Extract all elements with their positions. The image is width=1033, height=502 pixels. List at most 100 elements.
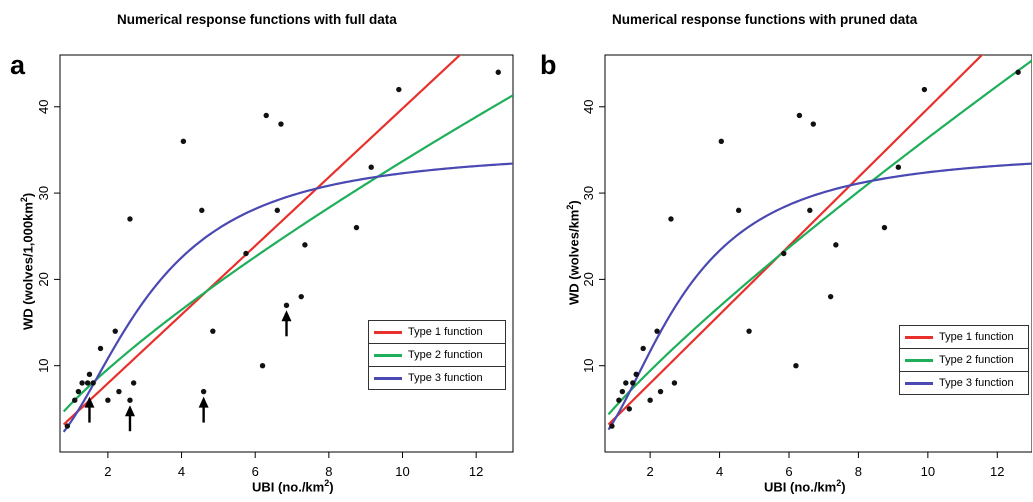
data-point — [668, 216, 674, 222]
panel-label: b — [540, 50, 557, 80]
data-point — [833, 242, 839, 248]
chart-title: Numerical response functions with pruned… — [612, 12, 918, 27]
data-point — [746, 328, 752, 334]
data-point — [1015, 69, 1021, 75]
arrow-marker — [124, 405, 135, 432]
data-point — [793, 362, 799, 369]
legend-swatch-type1 — [374, 330, 402, 334]
data-point — [274, 207, 280, 214]
series-line-type3 — [62, 162, 513, 433]
data-point — [200, 388, 207, 395]
data-point — [827, 293, 834, 300]
x-tick-label: 8 — [325, 464, 332, 479]
data-point — [616, 397, 622, 403]
legend-swatch-type3 — [374, 376, 402, 380]
data-point — [626, 406, 633, 412]
series-line-type2 — [62, 94, 513, 413]
arrow-marker — [281, 310, 292, 337]
data-point — [278, 121, 284, 127]
plot-area: 2 4 6 8 10 12 10 20 30 40 — [581, 54, 1032, 479]
legend-item-type3: Type 3 function — [369, 367, 505, 389]
plot-area: 2 4 6 8 10 12 10 20 30 40 — [36, 54, 514, 479]
data-point — [105, 397, 111, 403]
x-axis-label: UBI (no./km2) — [252, 478, 334, 495]
data-point — [495, 69, 501, 75]
legend-item-type2: Type 2 function — [369, 344, 505, 367]
x-axis-label: UBI (no./km2) — [764, 478, 846, 495]
data-point — [180, 138, 187, 145]
data-point — [72, 397, 78, 403]
arrow-marker — [84, 396, 95, 423]
data-point — [630, 380, 636, 386]
legend-item-type2: Type 2 function — [900, 349, 1028, 372]
data-point — [353, 224, 360, 231]
data-point — [79, 380, 85, 386]
x-tick-label: 12 — [469, 464, 483, 479]
curves — [607, 55, 1032, 431]
y-tick-label: 30 — [36, 186, 51, 200]
data-point — [112, 328, 118, 334]
data-point — [210, 328, 216, 334]
y-tick-label: 20 — [581, 272, 596, 286]
x-tick-label: 6 — [785, 464, 792, 479]
data-point — [97, 345, 104, 352]
series-line-type3 — [607, 162, 1032, 431]
data-point — [243, 250, 249, 257]
y-tick-label: 20 — [36, 272, 51, 286]
data-point — [298, 293, 304, 300]
y-tick-label: 10 — [581, 358, 596, 372]
data-point — [396, 86, 402, 93]
data-point — [84, 380, 91, 386]
data-point — [302, 242, 308, 248]
legend-swatch-type2 — [374, 353, 402, 357]
data-point — [895, 164, 902, 170]
legend-item-type1: Type 1 function — [900, 326, 1028, 349]
x-tick-label: 6 — [252, 464, 259, 479]
y-tick-label: 40 — [36, 100, 51, 114]
data-point — [657, 388, 664, 395]
legend-swatch-type2 — [905, 358, 933, 362]
data-point — [199, 207, 205, 214]
curves — [62, 55, 513, 433]
data-point — [90, 380, 96, 386]
x-tick-label: 10 — [921, 464, 935, 479]
y-axis-label: WD (wolves/1,000km2) — [19, 192, 36, 330]
x-tick-label: 4 — [178, 464, 185, 479]
x-tick-label: 8 — [855, 464, 862, 479]
chart-title: Numerical response functions with full d… — [117, 12, 397, 27]
series-line-type1 — [607, 55, 984, 426]
legend-item-type3: Type 3 function — [900, 372, 1028, 394]
data-point — [623, 380, 629, 386]
data-point — [283, 302, 290, 308]
legend: Type 1 function Type 2 function Type 3 f… — [368, 320, 506, 390]
data-point — [640, 345, 646, 352]
data-point — [735, 207, 742, 214]
x-tick-label: 12 — [990, 464, 1004, 479]
x-tick-label: 2 — [647, 464, 654, 479]
x-tick-label: 10 — [395, 464, 409, 479]
data-point — [130, 380, 137, 386]
data-point — [127, 397, 133, 403]
series-line-type1 — [62, 55, 462, 426]
plot-frame — [59, 54, 514, 453]
data-point — [116, 388, 122, 395]
data-point — [263, 112, 269, 119]
data-point — [671, 380, 678, 386]
legend-swatch-type3 — [905, 381, 933, 385]
data-point — [259, 362, 266, 369]
data-point — [609, 423, 615, 429]
y-tick-label: 30 — [581, 186, 596, 200]
series-line-type2 — [607, 59, 1032, 416]
x-tick-label: 4 — [716, 464, 723, 479]
y-axis-label: WD (wolves/km2) — [565, 200, 582, 305]
chart-panel-b: Numerical response functions with pruned… — [516, 0, 1032, 502]
data-point — [807, 207, 813, 214]
data-point — [619, 388, 626, 395]
legend-item-type1: Type 1 function — [369, 321, 505, 344]
data-point — [86, 371, 93, 378]
data-point — [64, 423, 71, 429]
data-point — [810, 121, 816, 127]
data-point — [633, 371, 639, 378]
chart-panel-a: Numerical response functions with full d… — [0, 0, 516, 502]
arrow-marker — [198, 396, 209, 423]
